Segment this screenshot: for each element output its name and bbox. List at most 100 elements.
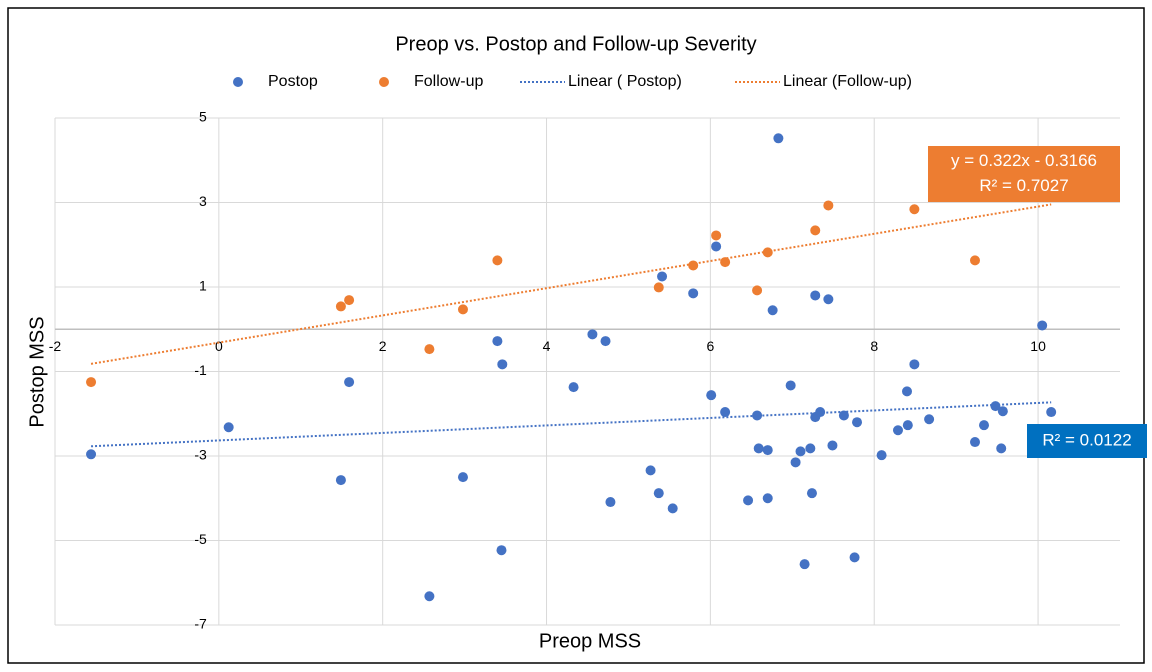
point <box>587 329 598 340</box>
point <box>645 465 656 476</box>
legend-label: Follow-up <box>414 73 483 90</box>
point <box>827 440 838 451</box>
point <box>223 422 234 433</box>
point <box>773 133 784 144</box>
point <box>849 552 860 563</box>
point <box>86 449 97 460</box>
y-axis-label: Postop MSS <box>26 316 48 427</box>
point <box>492 336 503 347</box>
point <box>799 559 810 570</box>
point <box>706 390 717 401</box>
point <box>653 488 664 499</box>
point <box>996 443 1007 454</box>
x-tick-label: 4 <box>543 338 551 354</box>
point <box>823 200 834 211</box>
point <box>657 271 668 282</box>
point <box>902 420 913 431</box>
y-tick-label: 3 <box>199 193 207 209</box>
point <box>457 472 468 483</box>
point <box>876 450 887 461</box>
point <box>605 497 616 508</box>
point <box>838 410 849 421</box>
point <box>902 386 912 397</box>
point <box>1037 320 1048 331</box>
point <box>600 336 611 347</box>
point <box>762 445 773 456</box>
point <box>86 377 97 388</box>
annotation-box <box>1027 424 1147 458</box>
point <box>492 255 503 266</box>
point <box>810 225 821 236</box>
point <box>424 591 435 602</box>
annotation-text: R² = 0.0122 <box>1042 430 1131 449</box>
point <box>997 406 1008 417</box>
point <box>667 503 678 514</box>
x-tick-label: 10 <box>1030 338 1046 354</box>
y-tick-label: -7 <box>194 616 207 632</box>
point <box>990 401 1001 412</box>
x-tick-label: -2 <box>49 338 62 354</box>
y-tick-label: -3 <box>194 447 207 463</box>
point <box>790 457 801 468</box>
point <box>424 344 435 355</box>
point <box>457 304 468 315</box>
point <box>335 475 346 486</box>
point <box>753 443 764 454</box>
annotation-text: y = 0.322x - 0.3166 <box>951 151 1097 170</box>
point <box>711 230 722 241</box>
y-tick-label: -5 <box>194 531 207 547</box>
point <box>688 260 699 271</box>
point <box>688 288 699 299</box>
point <box>806 488 817 499</box>
point <box>496 545 507 556</box>
point <box>909 204 920 215</box>
x-tick-label: 0 <box>215 338 223 354</box>
point <box>785 380 796 391</box>
point <box>767 305 778 316</box>
point <box>969 255 980 266</box>
point <box>335 301 346 312</box>
x-tick-label: 6 <box>706 338 714 354</box>
point <box>720 257 731 268</box>
legend-label: Linear ( Postop) <box>568 73 682 90</box>
point <box>969 437 980 448</box>
point <box>805 443 816 454</box>
annotation-text: R² = 0.7027 <box>979 176 1068 195</box>
point <box>762 493 773 504</box>
point <box>653 282 664 293</box>
point <box>344 377 355 388</box>
x-tick-label: 2 <box>379 338 387 354</box>
y-tick-label: 5 <box>199 109 207 125</box>
y-tick-label: -1 <box>194 362 207 378</box>
point <box>810 290 821 301</box>
point <box>909 359 920 370</box>
point <box>568 382 579 393</box>
legend-swatch <box>233 77 243 87</box>
point <box>795 446 806 457</box>
point <box>752 285 763 296</box>
point <box>344 295 355 306</box>
point <box>924 414 935 425</box>
y-tick-label: 1 <box>199 278 207 294</box>
legend-label: Linear (Follow-up) <box>783 73 912 90</box>
point <box>743 495 754 506</box>
annotation-box <box>928 146 1120 202</box>
point <box>852 417 863 428</box>
point <box>752 410 763 421</box>
x-axis-label: Preop MSS <box>539 630 641 652</box>
point <box>497 359 508 370</box>
point <box>720 407 731 418</box>
trendline <box>91 401 1052 448</box>
legend-label: Postop <box>268 73 318 90</box>
point <box>892 425 903 436</box>
chart-frame <box>7 7 1145 664</box>
point <box>979 420 990 431</box>
point <box>711 241 722 252</box>
point <box>1046 407 1057 418</box>
legend-swatch <box>379 77 389 87</box>
point <box>823 294 834 305</box>
chart-title: Preop vs. Postop and Follow-up Severity <box>395 33 756 55</box>
x-tick-label: 8 <box>870 338 878 354</box>
